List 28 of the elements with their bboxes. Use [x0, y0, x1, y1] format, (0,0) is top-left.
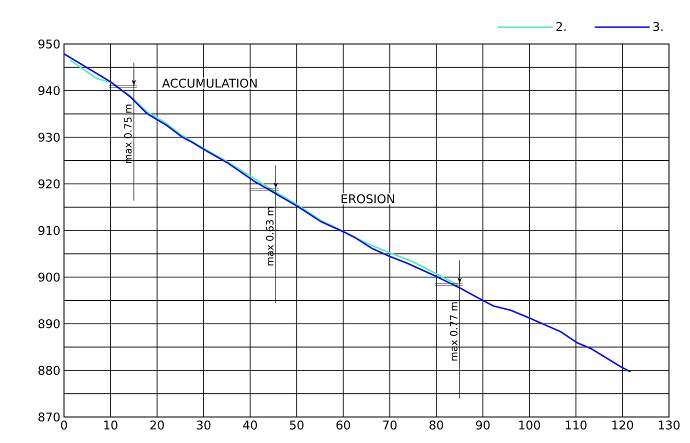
x-tick-label: 110 — [566, 420, 587, 430]
annotation: EROSION — [342, 194, 394, 204]
x-tick-label: 60 — [336, 420, 350, 430]
y-tick-label: 930 — [38, 132, 60, 142]
legend-label: 3. — [653, 22, 663, 32]
legend-label: 2. — [556, 22, 566, 31]
y-tick-label: 900 — [38, 272, 60, 282]
x-tick-label: 0 — [60, 420, 68, 430]
x-tick-label: 50 — [290, 420, 304, 430]
annotation: ACCUMULATION — [162, 78, 257, 88]
y-tick-label: 870 — [38, 412, 60, 422]
y-tick-label: 950 — [38, 39, 60, 49]
line-series — [64, 52, 632, 373]
x-tick-label: 40 — [243, 420, 257, 430]
x-tick-label: 70 — [383, 420, 397, 430]
y-tick-label: 910 — [38, 226, 60, 236]
y-tick-label: 940 — [38, 86, 60, 96]
x-tick-label: 120 — [612, 420, 634, 430]
x-tick-label: 100 — [519, 420, 540, 430]
x-tick-label: 30 — [196, 420, 210, 430]
x-tick-label: 90 — [476, 420, 490, 430]
y-tick-label: 890 — [38, 319, 60, 328]
x-tick-label: 20 — [150, 420, 164, 430]
x-tick-label: 10 — [104, 420, 118, 430]
y-tick-label: 880 — [38, 366, 60, 375]
x-tick-label: 130 — [658, 420, 680, 430]
y-tick-label: 920 — [38, 179, 60, 188]
x-tick-label: 80 — [430, 420, 444, 430]
